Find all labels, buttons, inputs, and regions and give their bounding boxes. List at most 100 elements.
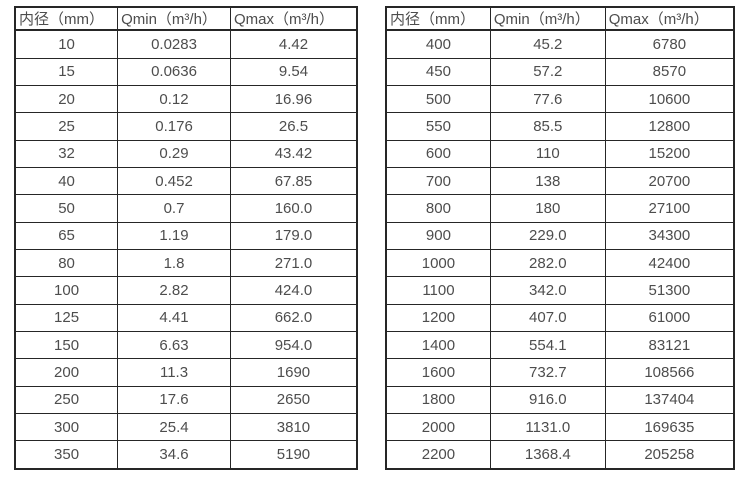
- table-cell: 51300: [604, 276, 735, 305]
- table-cell: 15: [14, 57, 119, 86]
- table-cell: 125: [14, 303, 119, 332]
- table-cell: 1131.0: [489, 412, 606, 442]
- table-cell: 0.452: [117, 166, 231, 196]
- table-cell: 80: [14, 248, 119, 278]
- table-row: 1800 916.0 137404: [385, 385, 735, 414]
- table-cell: 34.6: [117, 440, 231, 470]
- table-row: 600 110 15200: [385, 139, 735, 168]
- table-cell: 450: [385, 57, 491, 86]
- table-cell: 424.0: [229, 276, 358, 305]
- table-cell: 83121: [604, 330, 735, 360]
- table-row: 150 6.63 954.0: [14, 330, 358, 360]
- table-cell: 0.0636: [117, 57, 231, 86]
- table-cell: 900: [385, 221, 491, 250]
- table-row: 400 45.2 6780: [385, 29, 735, 59]
- table-cell: 25: [14, 112, 119, 141]
- table-row: 32 0.29 43.42: [14, 139, 358, 168]
- table-cell: 1600: [385, 358, 491, 387]
- table-row: 2200 1368.4 205258: [385, 440, 735, 470]
- table-cell: 179.0: [229, 221, 358, 250]
- table-cell: 160.0: [229, 194, 358, 223]
- table-cell: 662.0: [229, 303, 358, 332]
- table-cell: 57.2: [489, 57, 606, 86]
- table-cell: 0.29: [117, 139, 231, 168]
- table-row: 450 57.2 8570: [385, 57, 735, 86]
- table-row: 80 1.8 271.0: [14, 248, 358, 278]
- table-cell: 32: [14, 139, 119, 168]
- table-row: 40 0.452 67.85: [14, 166, 358, 196]
- table-cell: 34300: [604, 221, 735, 250]
- table-cell: 180: [489, 194, 606, 223]
- table-header: 内径（mm） Qmin（m³/h） Qmax（m³/h）: [385, 6, 735, 31]
- table-row: 1000 282.0 42400: [385, 248, 735, 278]
- table-cell: 108566: [604, 358, 735, 387]
- table-cell: 100: [14, 276, 119, 305]
- column-header: Qmax（m³/h）: [604, 6, 735, 31]
- table-cell: 407.0: [489, 303, 606, 332]
- table-row: 500 77.6 10600: [385, 84, 735, 114]
- table-cell: 17.6: [117, 385, 231, 414]
- table-row: 550 85.5 12800: [385, 112, 735, 141]
- table-row: 900 229.0 34300: [385, 221, 735, 250]
- table-row: 700 138 20700: [385, 166, 735, 196]
- table-cell: 25.4: [117, 412, 231, 442]
- table-cell: 110: [489, 139, 606, 168]
- table-row: 25 0.176 26.5: [14, 112, 358, 141]
- table-cell: 732.7: [489, 358, 606, 387]
- table-cell: 0.7: [117, 194, 231, 223]
- table-cell: 1.8: [117, 248, 231, 278]
- table-body: 400 45.2 6780 450 57.2 8570 500 77.6 10600 550 85.…: [385, 29, 735, 470]
- table-cell: 250: [14, 385, 119, 414]
- table-cell: 11.3: [117, 358, 231, 387]
- table-cell: 61000: [604, 303, 735, 332]
- table-cell: 350: [14, 440, 119, 470]
- table-cell: 500: [385, 84, 491, 114]
- table-row: 1200 407.0 61000: [385, 303, 735, 332]
- table-row: 20 0.12 16.96: [14, 84, 358, 114]
- table-cell: 169635: [604, 412, 735, 442]
- table-row: 10 0.0283 4.42: [14, 29, 358, 59]
- table-cell: 954.0: [229, 330, 358, 360]
- table-cell: 5190: [229, 440, 358, 470]
- table-cell: 1200: [385, 303, 491, 332]
- table-row: 100 2.82 424.0: [14, 276, 358, 305]
- table-row: 350 34.6 5190: [14, 440, 358, 470]
- table-body: 10 0.0283 4.42 15 0.0636 9.54 20 0.12 16.96 25 0.1…: [14, 29, 358, 470]
- table-row: 800 180 27100: [385, 194, 735, 223]
- table-cell: 26.5: [229, 112, 358, 141]
- table-row: 1100 342.0 51300: [385, 276, 735, 305]
- table-cell: 16.96: [229, 84, 358, 114]
- table-cell: 65: [14, 221, 119, 250]
- table-row: 1600 732.7 108566: [385, 358, 735, 387]
- table-cell: 77.6: [489, 84, 606, 114]
- table-cell: 600: [385, 139, 491, 168]
- table-cell: 20: [14, 84, 119, 114]
- flow-spec-table-small-diameters: 内径（mm） Qmin（m³/h） Qmax（m³/h） 10 0.0283 4.42 1…: [14, 6, 358, 470]
- table-row: 65 1.19 179.0: [14, 221, 358, 250]
- table-cell: 10: [14, 29, 119, 59]
- table-cell: 1800: [385, 385, 491, 414]
- table-cell: 200: [14, 358, 119, 387]
- table-row: 125 4.41 662.0: [14, 303, 358, 332]
- table-cell: 40: [14, 166, 119, 196]
- table-cell: 43.42: [229, 139, 358, 168]
- table-cell: 0.0283: [117, 29, 231, 59]
- table-cell: 1368.4: [489, 440, 606, 470]
- table-cell: 15200: [604, 139, 735, 168]
- table-cell: 20700: [604, 166, 735, 196]
- table-row: 15 0.0636 9.54: [14, 57, 358, 86]
- table-cell: 45.2: [489, 29, 606, 59]
- table-cell: 137404: [604, 385, 735, 414]
- header-row: 内径（mm） Qmin（m³/h） Qmax（m³/h）: [385, 6, 735, 31]
- table-cell: 282.0: [489, 248, 606, 278]
- table-cell: 8570: [604, 57, 735, 86]
- table-cell: 1400: [385, 330, 491, 360]
- table-cell: 342.0: [489, 276, 606, 305]
- table-cell: 67.85: [229, 166, 358, 196]
- table-cell: 0.12: [117, 84, 231, 114]
- table-cell: 6.63: [117, 330, 231, 360]
- table-cell: 2.82: [117, 276, 231, 305]
- table-cell: 9.54: [229, 57, 358, 86]
- table-cell: 1690: [229, 358, 358, 387]
- table-cell: 800: [385, 194, 491, 223]
